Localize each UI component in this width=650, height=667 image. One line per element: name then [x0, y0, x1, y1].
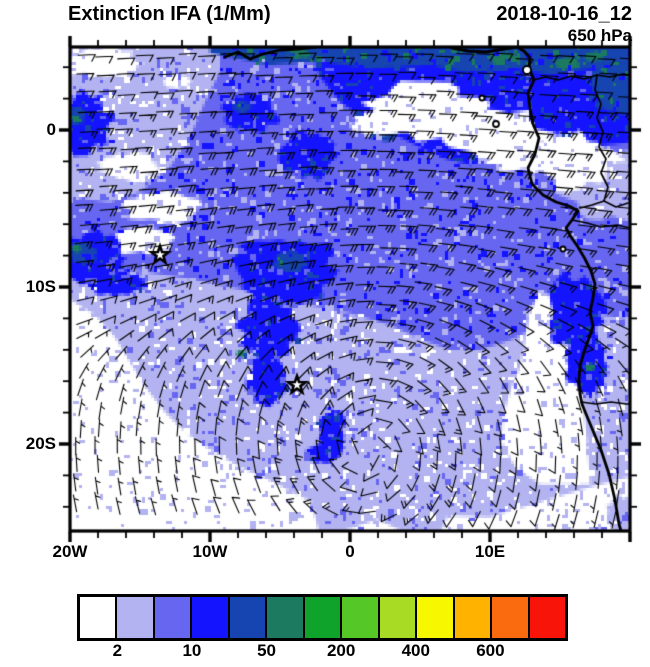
colorbar-cell — [379, 597, 418, 638]
x-axis-tick-label: 0 — [345, 542, 355, 561]
y-axis-tick-label: 10S — [25, 277, 56, 296]
colorbar-tick-label: 50 — [257, 641, 276, 660]
colorbar-cell — [492, 597, 530, 638]
plot-datetime: 2018-10-16_12 — [496, 3, 632, 25]
pressure-level-label: 650 hPa — [567, 26, 632, 45]
colorbar-tick-label: 200 — [326, 641, 356, 660]
colorbar-cell — [342, 597, 380, 638]
colorbar-cell — [417, 597, 455, 638]
colorbar-cell — [529, 597, 566, 638]
colorbar-cell — [304, 597, 343, 638]
x-axis-tick-label: 10W — [192, 542, 228, 561]
colorbar-tick-label: 600 — [476, 641, 505, 660]
colorbar-cell — [117, 597, 155, 638]
colorbar-cell — [192, 597, 230, 638]
colorbar — [77, 594, 568, 641]
colorbar-cell — [229, 597, 268, 638]
colorbar-cell — [80, 597, 118, 638]
colorbar-cell — [267, 597, 305, 638]
y-axis-tick-label: 0 — [46, 120, 56, 139]
colorbar-tick-label: 10 — [182, 641, 202, 660]
colorbar-cell — [454, 597, 493, 638]
x-axis-tick-label: 10E — [474, 542, 506, 561]
colorbar-tick-label: 2 — [112, 641, 123, 660]
plot-title: Extinction IFA (1/Mm) — [68, 3, 271, 25]
y-axis-tick-label: 20S — [25, 434, 56, 453]
colorbar-cell — [154, 597, 193, 638]
colorbar-tick-label: 400 — [401, 641, 430, 660]
x-axis-tick-label: 20W — [52, 542, 88, 561]
